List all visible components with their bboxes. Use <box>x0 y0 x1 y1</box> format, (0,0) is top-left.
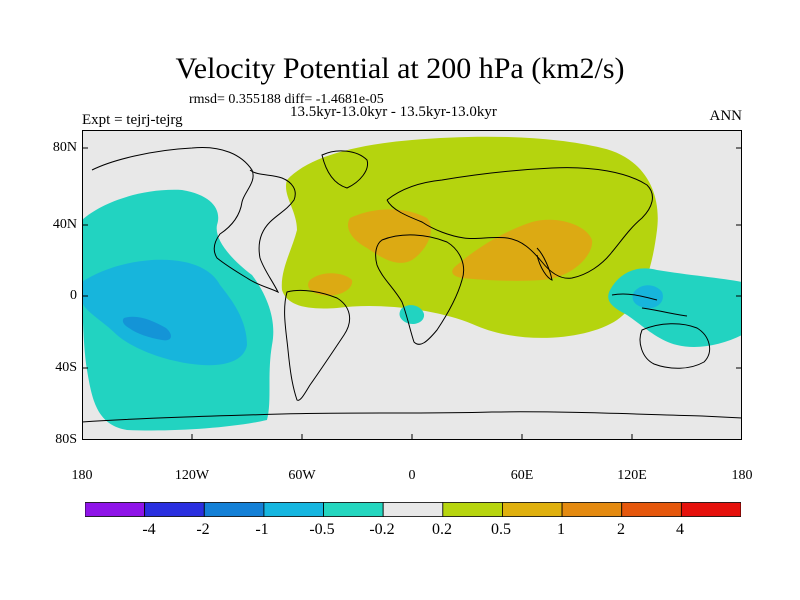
plot-title: Velocity Potential at 200 hPa (km2/s) <box>175 52 625 85</box>
legend-color-box <box>382 502 444 517</box>
legend-color-box <box>680 502 741 517</box>
contour-pos-05-med <box>347 209 432 263</box>
legend-label: 0.2 <box>432 521 452 538</box>
lat-tick-label: 40S <box>55 360 77 375</box>
legend-label: -1 <box>255 521 269 538</box>
legend-label: 2 <box>617 521 625 538</box>
contour-pos-02 <box>281 136 658 338</box>
lon-tick-label: 120W <box>174 468 210 483</box>
contour-pos-05-amazon <box>308 273 353 296</box>
lon-tick-label: 0 <box>408 468 416 483</box>
lat-tick-label: 40N <box>52 217 77 232</box>
legend-color-box <box>85 502 146 517</box>
legend-label: 0.5 <box>491 521 511 538</box>
stats-line: rmsd= 0.355188 diff= -1.4681e-05 <box>189 92 384 107</box>
lon-tick-label: 180 <box>731 468 753 483</box>
season-label: ANN <box>709 108 743 124</box>
contour-neg-05-maritime <box>632 285 663 309</box>
lon-tick-label: 180 <box>71 468 93 483</box>
color-legend <box>85 502 741 517</box>
lat-tick-label: 80N <box>52 140 77 155</box>
coast-india <box>536 247 553 281</box>
contour-pos-05-arabia <box>452 219 593 281</box>
legend-color-box <box>263 502 324 517</box>
legend-label: -0.2 <box>369 521 395 538</box>
coast-antarctica <box>82 411 742 423</box>
legend-color-box <box>144 502 205 517</box>
contour-neg-02-atlantic <box>399 305 425 324</box>
legend-color-box <box>442 502 503 517</box>
coast-africa <box>375 234 465 345</box>
coast-south-america <box>284 289 351 401</box>
legend-label: 4 <box>676 521 684 538</box>
legend-color-box <box>203 502 265 517</box>
coastlines <box>82 146 742 423</box>
legend-label: -4 <box>142 521 156 538</box>
coast-indonesia <box>611 293 688 317</box>
coast-europe-asia <box>386 167 653 279</box>
coast-australia <box>639 323 711 369</box>
legend-color-box <box>621 502 682 517</box>
coast-north-america <box>91 146 296 294</box>
legend-color-box <box>561 502 623 517</box>
map-plot <box>82 130 742 440</box>
coast-greenland <box>321 150 369 189</box>
contour-neg-05-pacific <box>82 259 247 366</box>
legend-label: -0.5 <box>309 521 335 538</box>
lat-tick-label: 80S <box>55 432 77 447</box>
map-ticks <box>82 147 742 440</box>
lat-tick-label: 0 <box>70 288 77 303</box>
legend-color-box <box>502 502 563 517</box>
legend-label: 1 <box>557 521 565 538</box>
lon-tick-label: 120E <box>617 468 647 483</box>
lon-tick-label: 60E <box>510 468 534 483</box>
lon-tick-label: 60W <box>288 468 316 483</box>
legend-color-box <box>323 502 384 517</box>
legend-label: -2 <box>196 521 210 538</box>
subtitle: 13.5kyr-13.0kyr - 13.5kyr-13.0kyr <box>290 104 497 120</box>
contour-neg-1-pacific <box>122 316 171 341</box>
experiment-label: Expt = tejrj-tejrg <box>82 112 183 128</box>
